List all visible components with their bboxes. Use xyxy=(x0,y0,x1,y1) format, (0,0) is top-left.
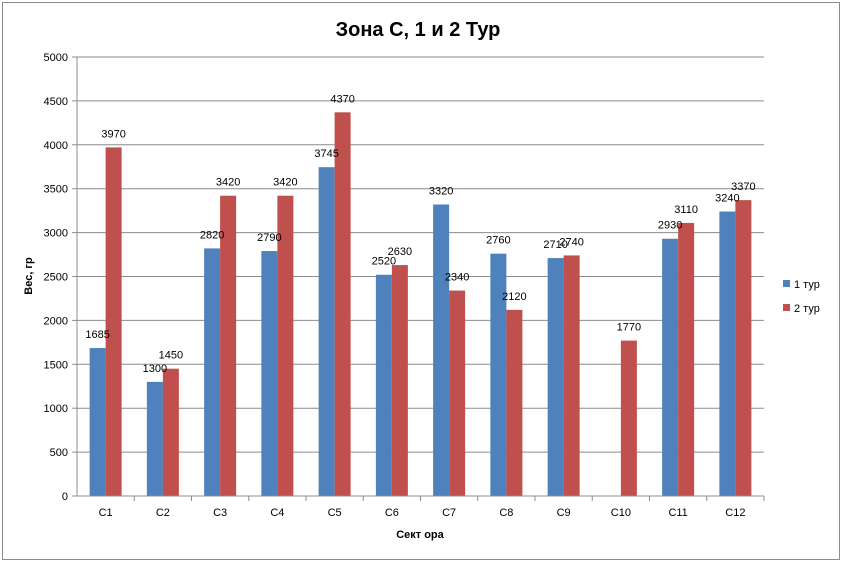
data-label: 1450 xyxy=(159,350,183,362)
data-label: 2710 xyxy=(543,239,567,251)
data-label: 2520 xyxy=(372,256,396,268)
y-axis-title: Вес, гр xyxy=(23,257,35,295)
data-label: 1685 xyxy=(85,329,109,341)
x-tick-label: C7 xyxy=(442,507,456,519)
data-label: 3110 xyxy=(674,204,698,216)
x-tick-label: C3 xyxy=(213,507,227,519)
bar-2-c11 xyxy=(678,222,695,496)
bar-2-c9 xyxy=(563,255,580,496)
data-label: 3370 xyxy=(731,181,755,193)
y-tick-label: 1000 xyxy=(44,403,68,415)
bar-2-c12 xyxy=(735,200,752,496)
gridlines xyxy=(77,56,764,453)
data-label: 2120 xyxy=(502,291,526,303)
x-tick-label: C9 xyxy=(557,507,571,519)
data-label: 3320 xyxy=(429,186,453,198)
bar-1-c7 xyxy=(433,204,450,496)
data-label: 1300 xyxy=(143,363,167,375)
bar-2-c4 xyxy=(277,195,294,496)
y-tick-label: 0 xyxy=(62,491,68,503)
data-label: 4370 xyxy=(330,93,354,105)
y-tick-label: 4500 xyxy=(44,96,68,108)
bar-1-c9 xyxy=(547,258,564,496)
data-label: 3745 xyxy=(314,148,338,160)
x-tick-label: C5 xyxy=(328,507,342,519)
bar-2-c5 xyxy=(334,112,351,497)
y-tick-label: 3000 xyxy=(44,228,68,240)
data-label: 3420 xyxy=(216,177,240,189)
y-tick-label: 5000 xyxy=(44,52,68,64)
bar-2-c6 xyxy=(391,265,408,496)
y-tick-label: 500 xyxy=(50,447,68,459)
bar-1-c12 xyxy=(719,211,736,496)
bar-2-c2 xyxy=(162,368,179,496)
chart-frame xyxy=(2,2,840,560)
bar-1-c11 xyxy=(662,238,679,496)
x-tick-label: C11 xyxy=(668,507,687,519)
bar-1-c1 xyxy=(89,348,106,496)
bar-2-c3 xyxy=(220,195,237,496)
data-label: 2760 xyxy=(486,235,510,247)
x-tick-label: C2 xyxy=(156,507,170,519)
y-tick-label: 1500 xyxy=(44,359,68,371)
bar-1-c4 xyxy=(261,251,278,496)
x-tick-label: C1 xyxy=(99,507,113,519)
bar-1-c8 xyxy=(490,253,507,496)
x-tick-label: C8 xyxy=(499,507,513,519)
x-axis-title: Сект ора xyxy=(396,529,444,541)
legend-label: 2 тур xyxy=(794,303,820,315)
y-tick-label: 4000 xyxy=(44,140,68,152)
legend-swatch xyxy=(783,304,790,311)
bar-2-c1 xyxy=(105,147,122,496)
x-axis-ticks: C1 C2 C3 C4 C5 C6 C7 C8 C9 C10 C11 C12 xyxy=(99,496,765,519)
bar-1-c6 xyxy=(375,274,392,496)
bar-1-c2 xyxy=(146,381,163,496)
bar-2-c8 xyxy=(506,309,523,496)
bar-1-c3 xyxy=(204,248,221,496)
data-label: 2930 xyxy=(658,220,682,232)
data-label: 1770 xyxy=(617,322,641,334)
x-tick-label: C10 xyxy=(611,507,631,519)
data-label: 3240 xyxy=(715,193,739,205)
data-label: 2820 xyxy=(200,229,224,241)
data-label: 2740 xyxy=(559,236,583,248)
data-label: 3970 xyxy=(101,128,125,140)
bar-2-c10 xyxy=(620,340,637,496)
legend-swatch xyxy=(783,280,790,287)
x-tick-label: C4 xyxy=(270,507,284,519)
legend-label: 1 тур xyxy=(794,279,820,291)
data-label: 2630 xyxy=(388,246,412,258)
x-tick-label: C6 xyxy=(385,507,399,519)
y-tick-label: 2000 xyxy=(44,315,68,327)
bars xyxy=(89,112,752,497)
y-axis-ticks: 0 500 1000 1500 2000 2500 3000 3500 4000 4500 5000 xyxy=(44,52,77,503)
x-tick-label: C12 xyxy=(725,507,745,519)
y-tick-label: 2500 xyxy=(44,272,68,284)
data-label: 2340 xyxy=(445,272,469,284)
legend: 1 тур 2 тур xyxy=(783,279,820,315)
y-tick-label: 3500 xyxy=(44,184,68,196)
data-label: 2790 xyxy=(257,232,281,244)
bar-1-c5 xyxy=(318,167,335,496)
chart-title: Зона С, 1 и 2 Тур xyxy=(336,19,501,41)
bar-2-c7 xyxy=(449,290,466,496)
data-label: 3420 xyxy=(273,177,297,189)
